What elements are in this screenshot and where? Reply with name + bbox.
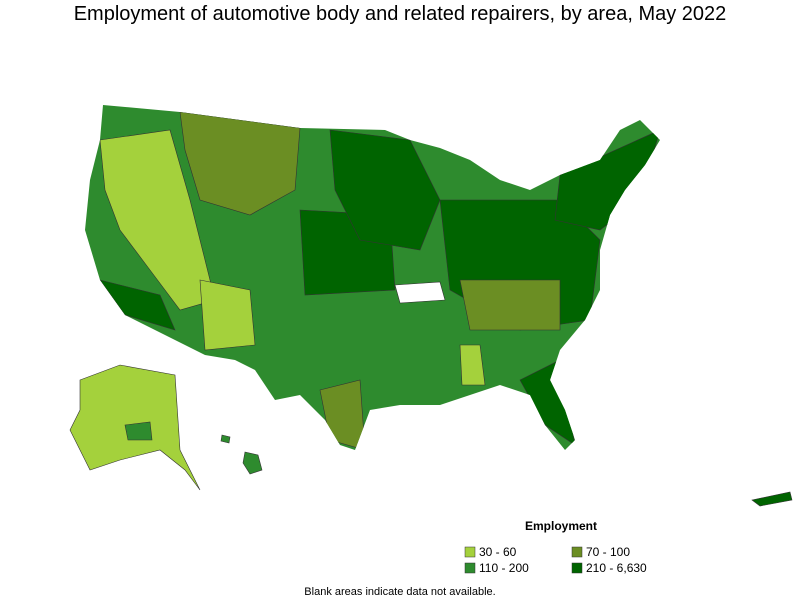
hawaii (220, 434, 263, 475)
legend-swatch (464, 562, 476, 574)
map-title: Employment of automotive body and relate… (74, 3, 727, 25)
region (459, 279, 561, 331)
alaska (69, 364, 201, 491)
region (459, 344, 486, 386)
region (99, 129, 216, 311)
legend-swatch (571, 562, 583, 574)
region (179, 111, 301, 216)
legend-label: 110 - 200 (479, 561, 529, 575)
legend-label: 30 - 60 (479, 545, 517, 559)
region (319, 379, 366, 450)
legend-label: 70 - 100 (586, 545, 630, 559)
legend-label: 210 - 6,630 (586, 561, 647, 575)
legend-swatch (464, 546, 476, 558)
footnote: Blank areas indicate data not available. (304, 586, 495, 598)
legend: Employment 30 - 60 70 - 100 110 - 200 210 -… (464, 519, 647, 575)
legend-title: Employment (525, 519, 597, 533)
region (329, 129, 441, 251)
region (199, 279, 256, 351)
region (242, 451, 263, 475)
region (220, 434, 231, 444)
blank-area (394, 281, 446, 304)
legend-swatch (571, 546, 583, 558)
puerto-rico (751, 491, 793, 507)
region (124, 421, 153, 441)
region (554, 129, 660, 231)
